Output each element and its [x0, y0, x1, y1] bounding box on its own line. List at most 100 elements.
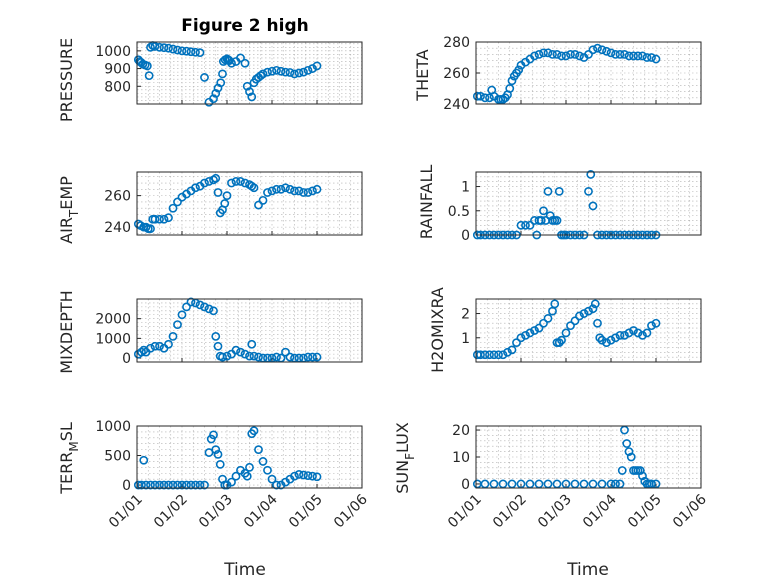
data-point: [240, 58, 250, 68]
figure-title: Figure 2 high: [181, 16, 309, 36]
data-point: [159, 214, 169, 224]
data-point: [168, 480, 178, 490]
data-point: [267, 66, 277, 76]
data-point: [503, 347, 512, 357]
data-point: [566, 50, 575, 59]
data-point: [191, 47, 200, 57]
y-tick-label: 1000: [95, 331, 131, 347]
data-point: [258, 69, 268, 79]
data-point: [595, 333, 605, 343]
xlabel-left: Time: [223, 560, 266, 580]
data-point: [168, 332, 178, 341]
data-point: [629, 51, 638, 61]
data-point: [276, 184, 286, 194]
data-point: [242, 471, 252, 481]
data-point: [312, 352, 322, 362]
data-point: [647, 53, 656, 62]
data-point: [611, 333, 620, 343]
data-point: [299, 67, 308, 77]
data-point: [629, 326, 638, 335]
data-point: [570, 316, 580, 326]
data-point: [602, 338, 611, 348]
ylabel-air-temp-part1: AIR: [57, 217, 76, 244]
data-point: [236, 177, 245, 186]
data-point: [267, 474, 277, 484]
data-point: [141, 480, 151, 490]
data-point: [624, 51, 634, 61]
data-point: [276, 66, 286, 76]
data-point: [281, 67, 290, 77]
data-point: [507, 345, 517, 355]
data-point: [485, 93, 494, 103]
data-point: [525, 328, 535, 338]
data-point: [498, 350, 508, 360]
data-point: [575, 311, 584, 321]
data-point: [615, 330, 625, 340]
data-point: [308, 352, 317, 362]
data-point: [209, 306, 218, 316]
data-point: [303, 188, 313, 197]
data-point: [213, 188, 223, 197]
data-point: [642, 328, 652, 338]
data-point: [489, 350, 499, 360]
data-point: [254, 200, 263, 210]
data-point: [218, 69, 227, 79]
data-point: [263, 67, 272, 77]
data-point: [586, 170, 596, 179]
ylabel-sun-flux-part2: LUX: [393, 422, 412, 453]
data-point: [227, 477, 236, 487]
ylabel-terr-msl-part2: SL: [57, 422, 76, 441]
data-point: [209, 94, 218, 104]
data-point: [258, 457, 268, 466]
data-point: [552, 216, 562, 225]
data-point: [211, 332, 221, 341]
data-point: [211, 173, 221, 183]
data-point: [617, 466, 627, 475]
ylabel-terr-msl-part1: TERR: [57, 452, 76, 495]
data-point: [164, 339, 173, 349]
data-point: [211, 88, 221, 98]
data-point: [590, 299, 600, 309]
data-point: [186, 47, 196, 57]
data-point: [168, 203, 178, 213]
data-point: [548, 50, 557, 59]
data-point: [150, 214, 160, 224]
data-point: [191, 183, 200, 193]
y-tick-label: 1: [461, 180, 470, 196]
y-tick-label: 260: [443, 66, 470, 82]
data-point: [137, 347, 146, 357]
data-point: [173, 45, 182, 55]
data-point: [536, 216, 546, 225]
data-point: [231, 471, 241, 481]
data-point: [611, 50, 620, 59]
data-point: [173, 320, 182, 329]
y-tick-label: 0.5: [448, 204, 470, 220]
data-point: [303, 352, 313, 362]
data-point: [597, 335, 607, 345]
data-point: [638, 51, 647, 61]
data-point: [557, 335, 566, 345]
data-point: [638, 330, 647, 340]
ylabel-sun-flux: SUNFLUX: [393, 422, 417, 494]
data-point: [593, 318, 602, 328]
data-point: [220, 199, 230, 208]
data-point: [539, 48, 548, 58]
data-point: [308, 471, 317, 481]
data-point: [159, 480, 169, 490]
data-point: [222, 351, 232, 361]
data-point: [281, 347, 290, 357]
data-point: [245, 462, 254, 472]
data-point: [242, 81, 252, 91]
y-tick-label: 20: [452, 423, 470, 439]
data-point: [620, 330, 629, 340]
data-point: [159, 43, 169, 53]
ylabel-air-temp-sub: T: [67, 209, 81, 218]
data-point: [606, 335, 616, 345]
data-point: [505, 84, 515, 93]
data-point: [584, 50, 593, 59]
data-point: [303, 471, 313, 480]
data-point: [164, 43, 173, 53]
data-point: [575, 51, 584, 61]
data-point: [312, 184, 322, 194]
